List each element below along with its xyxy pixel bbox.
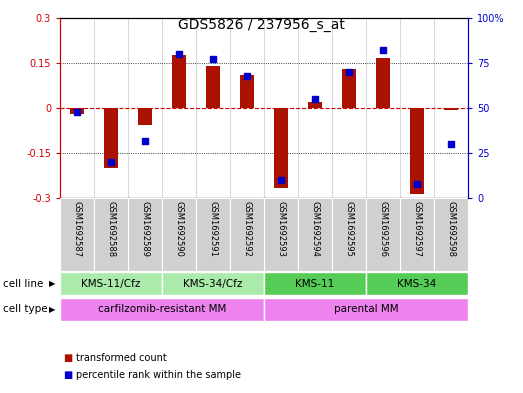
Bar — [128, 198, 162, 271]
Bar — [309, 102, 322, 108]
Text: KMS-34/Cfz: KMS-34/Cfz — [184, 279, 243, 289]
Point — [413, 181, 422, 187]
Text: KMS-11: KMS-11 — [295, 279, 335, 289]
Point — [175, 51, 184, 57]
Text: parental MM: parental MM — [334, 305, 399, 314]
Bar — [230, 198, 264, 271]
Bar — [264, 298, 468, 321]
Point — [379, 47, 388, 53]
Bar — [264, 272, 366, 296]
Text: GSM1692598: GSM1692598 — [447, 201, 456, 257]
Text: GSM1692594: GSM1692594 — [311, 201, 320, 257]
Point — [141, 138, 150, 144]
Text: GSM1692592: GSM1692592 — [243, 201, 252, 257]
Bar — [60, 272, 162, 296]
Bar — [400, 198, 434, 271]
Text: cell line: cell line — [3, 279, 43, 289]
Bar — [70, 108, 84, 114]
Text: GSM1692596: GSM1692596 — [379, 201, 388, 257]
Bar — [60, 198, 94, 271]
Bar — [162, 198, 196, 271]
Point — [209, 56, 218, 62]
Text: transformed count: transformed count — [76, 353, 167, 363]
Text: GSM1692589: GSM1692589 — [141, 201, 150, 257]
Point — [73, 108, 82, 115]
Text: ■: ■ — [63, 353, 72, 363]
Bar — [162, 272, 264, 296]
Point — [243, 72, 252, 79]
Bar — [342, 69, 356, 108]
Text: GSM1692587: GSM1692587 — [73, 201, 82, 257]
Point — [277, 177, 286, 184]
Text: cell type: cell type — [3, 305, 47, 314]
Bar — [241, 75, 254, 108]
Bar — [138, 108, 152, 125]
Text: GSM1692590: GSM1692590 — [175, 201, 184, 257]
Bar — [298, 198, 332, 271]
Text: percentile rank within the sample: percentile rank within the sample — [76, 370, 241, 380]
Text: GSM1692588: GSM1692588 — [107, 201, 116, 257]
Bar — [206, 66, 220, 108]
Text: KMS-34: KMS-34 — [397, 279, 437, 289]
Bar — [94, 198, 128, 271]
Text: GDS5826 / 237956_s_at: GDS5826 / 237956_s_at — [178, 18, 345, 32]
Bar — [196, 198, 230, 271]
Text: KMS-11/Cfz: KMS-11/Cfz — [82, 279, 141, 289]
Bar — [411, 108, 424, 194]
Point — [447, 141, 456, 147]
Bar — [377, 58, 390, 108]
Bar — [445, 108, 458, 110]
Point — [345, 69, 354, 75]
Text: ▶: ▶ — [49, 305, 55, 314]
Text: GSM1692597: GSM1692597 — [413, 201, 422, 257]
Point — [311, 96, 320, 102]
Text: ■: ■ — [63, 370, 72, 380]
Text: GSM1692593: GSM1692593 — [277, 201, 286, 257]
Text: carfilzomib-resistant MM: carfilzomib-resistant MM — [98, 305, 226, 314]
Bar — [332, 198, 366, 271]
Bar — [264, 198, 298, 271]
Bar — [366, 272, 468, 296]
Point — [107, 159, 116, 165]
Bar — [366, 198, 400, 271]
Text: ▶: ▶ — [49, 279, 55, 288]
Text: GSM1692591: GSM1692591 — [209, 201, 218, 257]
Bar — [173, 55, 186, 108]
Bar — [434, 198, 468, 271]
Bar — [275, 108, 288, 188]
Text: GSM1692595: GSM1692595 — [345, 201, 354, 257]
Bar — [105, 108, 118, 168]
Bar — [60, 298, 264, 321]
